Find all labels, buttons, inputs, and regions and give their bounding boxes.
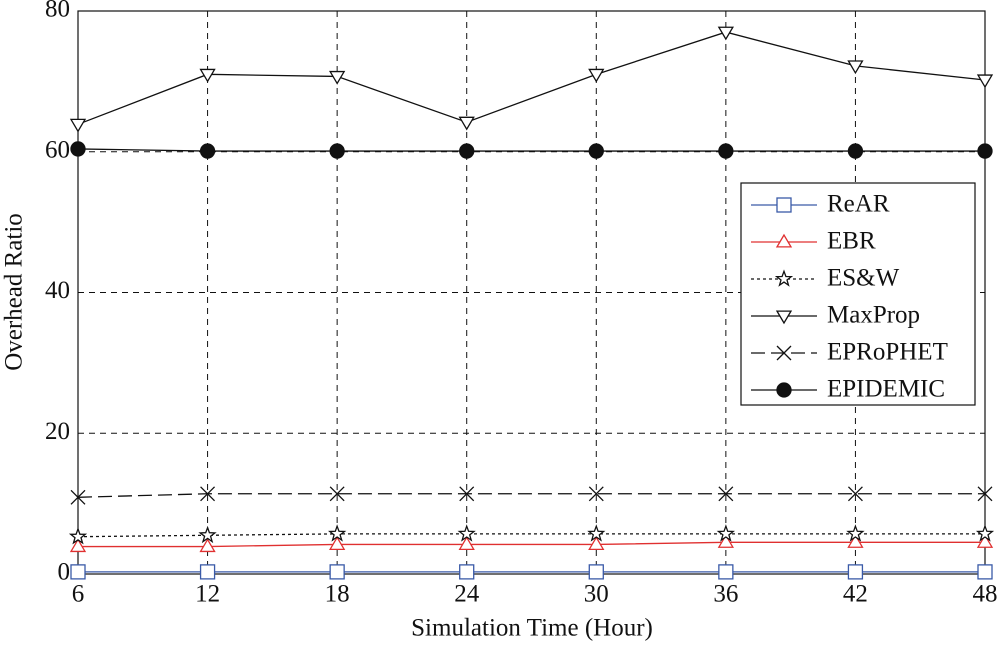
series-line [78,541,985,548]
marker [976,534,994,548]
marker [457,524,476,542]
x-tick-label: 42 [843,581,868,608]
series-line [77,31,986,125]
marker [847,534,864,548]
x-tick-label: 6 [72,581,85,608]
legend-label: ReAR [827,191,890,218]
marker [977,143,993,159]
legend-label: ES&W [827,265,900,292]
marker [68,527,88,545]
marker [587,524,606,542]
marker [199,538,216,553]
marker [847,564,864,580]
y-tick-label: 60 [45,136,70,163]
marker [199,564,216,580]
series-line [77,148,985,152]
marker [329,536,346,550]
marker [329,143,345,159]
marker [718,486,734,502]
x-tick-label: 48 [973,581,998,608]
series-line [77,533,985,538]
marker [69,118,87,133]
marker [847,143,864,159]
marker [976,74,994,89]
marker [329,486,345,502]
y-tick-label: 80 [45,0,70,23]
marker [717,534,734,548]
marker [718,564,734,580]
marker [775,310,793,325]
x-tick-label: 36 [713,581,738,608]
legend-label: MaxProp [827,302,920,329]
marker [70,564,86,580]
marker [199,143,216,159]
y-tick-label: 40 [45,277,70,304]
marker [329,70,346,85]
x-tick-label: 18 [325,581,350,608]
x-tick-label: 30 [584,581,609,608]
marker [588,564,604,580]
marker [199,68,216,83]
marker [459,564,475,580]
marker [774,269,794,287]
marker [775,233,793,248]
series-line [77,493,985,498]
marker [717,26,734,41]
x-tick-label: 12 [195,581,220,608]
marker [776,382,792,398]
marker [459,486,475,502]
marker [588,536,605,550]
marker [716,524,735,542]
marker [70,141,86,157]
marker [588,486,604,502]
y-tick-label: 20 [45,418,70,445]
marker [776,345,792,361]
plot-frame [77,10,986,575]
marker [977,564,993,580]
x-axis-label: Simulation Time (Hour) [411,615,653,642]
marker [69,538,87,553]
marker [588,68,605,83]
marker [977,486,993,502]
marker [846,524,865,542]
marker [718,143,734,159]
marker [588,143,604,159]
y-axis-label: Overhead Ratio [1,213,28,371]
legend-box [740,182,976,406]
marker [458,536,475,550]
marker [847,60,864,75]
marker [328,524,347,542]
marker [458,116,475,131]
marker [776,197,792,213]
marker [198,525,217,544]
marker [459,143,475,159]
legend-label: EPRoPHET [827,339,948,366]
marker [329,564,345,580]
x-tick-label: 24 [454,581,480,608]
marker [847,486,863,502]
marker [70,489,86,505]
legend-label: EPIDEMIC [827,376,945,403]
marker [975,524,995,542]
y-tick-label: 0 [58,559,71,586]
legend-label: EBR [827,228,876,255]
marker [200,486,216,502]
